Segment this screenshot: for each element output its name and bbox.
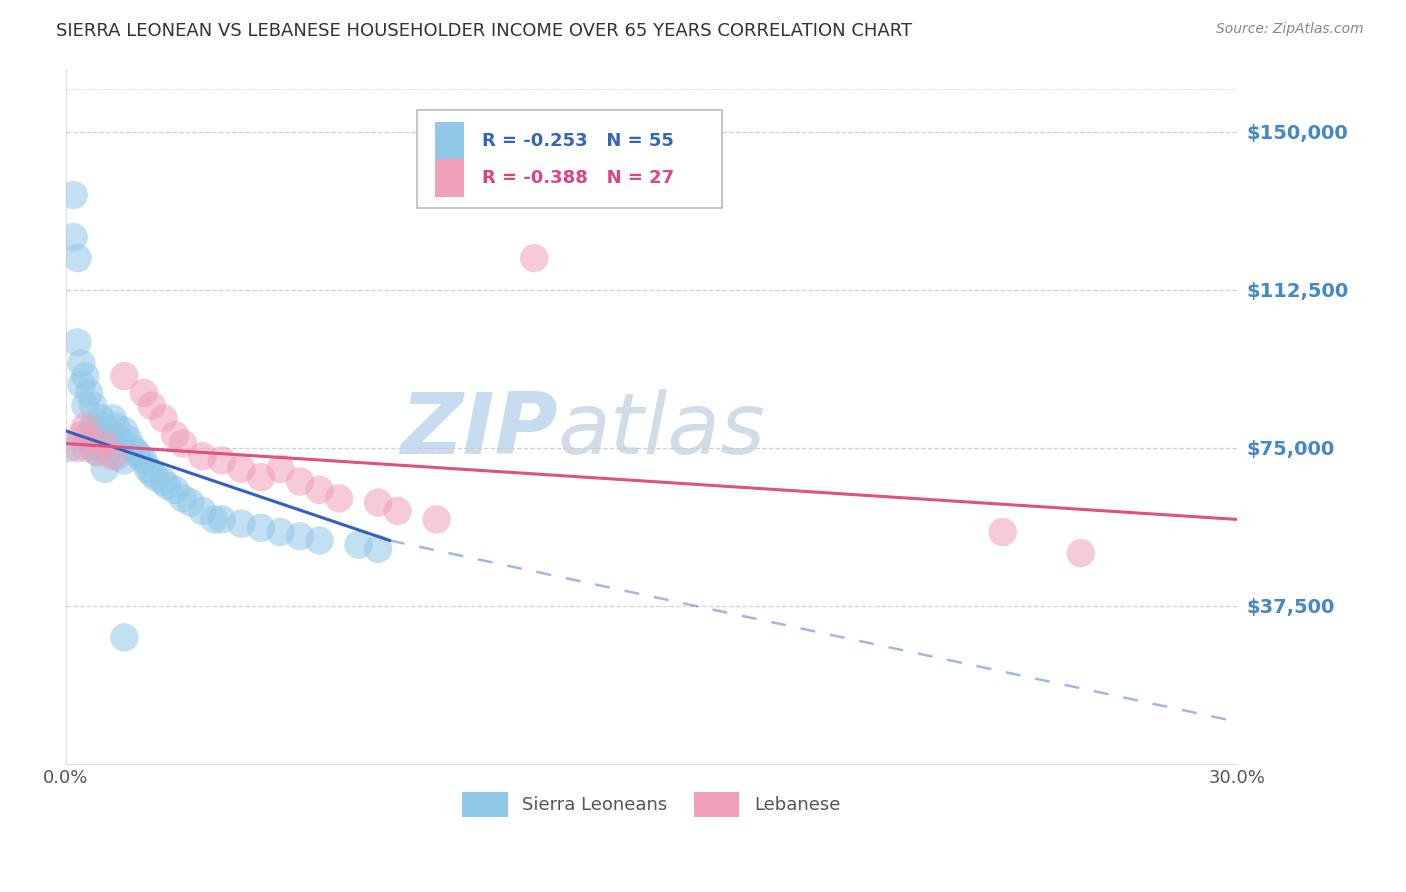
- Point: [75, 419, 97, 434]
- Point: [94, 436, 117, 450]
- Point: [101, 411, 124, 425]
- Legend: Sierra Leoneans, Lebanese: Sierra Leoneans, Lebanese: [456, 784, 848, 824]
- Point: [86, 424, 108, 438]
- Point: [66, 251, 89, 265]
- Point: [523, 251, 546, 265]
- Bar: [434, 122, 464, 161]
- Point: [132, 386, 155, 401]
- Point: [70, 357, 93, 371]
- Point: [66, 335, 89, 350]
- Point: [132, 453, 155, 467]
- Point: [112, 424, 135, 438]
- Point: [62, 230, 84, 244]
- Text: SIERRA LEONEAN VS LEBANESE HOUSEHOLDER INCOME OVER 65 YEARS CORRELATION CHART: SIERRA LEONEAN VS LEBANESE HOUSEHOLDER I…: [56, 22, 912, 40]
- Point: [367, 541, 389, 556]
- Point: [66, 441, 89, 455]
- Point: [426, 512, 449, 526]
- Point: [152, 411, 174, 425]
- Point: [991, 524, 1014, 539]
- Point: [70, 377, 93, 392]
- Point: [191, 504, 214, 518]
- Point: [180, 495, 202, 509]
- Point: [75, 399, 97, 413]
- Point: [59, 441, 82, 455]
- Point: [288, 529, 311, 543]
- Point: [112, 369, 135, 384]
- Point: [136, 462, 159, 476]
- Text: atlas: atlas: [558, 389, 766, 472]
- Point: [141, 466, 163, 480]
- Point: [231, 516, 253, 531]
- Point: [172, 491, 194, 506]
- Point: [211, 453, 233, 467]
- Point: [191, 449, 214, 463]
- Point: [117, 433, 139, 447]
- Point: [211, 512, 233, 526]
- Point: [97, 428, 120, 442]
- Point: [101, 449, 124, 463]
- Point: [82, 399, 104, 413]
- Point: [367, 495, 389, 509]
- Point: [172, 436, 194, 450]
- Point: [82, 419, 104, 434]
- Point: [112, 453, 135, 467]
- Point: [75, 441, 97, 455]
- Point: [94, 419, 117, 434]
- Point: [270, 462, 292, 476]
- Point: [86, 445, 108, 459]
- Text: ZIP: ZIP: [401, 389, 558, 472]
- FancyBboxPatch shape: [418, 111, 721, 208]
- Text: R = -0.253   N = 55: R = -0.253 N = 55: [481, 132, 673, 150]
- Point: [231, 462, 253, 476]
- Point: [112, 631, 135, 645]
- Point: [288, 475, 311, 489]
- Point: [202, 512, 225, 526]
- Point: [97, 445, 120, 459]
- Point: [94, 441, 117, 455]
- Point: [77, 386, 100, 401]
- Point: [86, 445, 108, 459]
- Point: [90, 411, 112, 425]
- Point: [77, 433, 100, 447]
- Point: [387, 504, 409, 518]
- Point: [75, 369, 97, 384]
- Point: [90, 436, 112, 450]
- Point: [308, 483, 330, 497]
- Point: [156, 479, 179, 493]
- Point: [94, 462, 117, 476]
- Point: [250, 470, 273, 484]
- Point: [105, 419, 128, 434]
- Point: [141, 399, 163, 413]
- Bar: [434, 159, 464, 197]
- Point: [105, 449, 128, 463]
- Point: [70, 428, 93, 442]
- Point: [101, 428, 124, 442]
- Point: [145, 470, 167, 484]
- Point: [165, 428, 187, 442]
- Text: Source: ZipAtlas.com: Source: ZipAtlas.com: [1216, 22, 1364, 37]
- Point: [152, 475, 174, 489]
- Point: [82, 441, 104, 455]
- Point: [328, 491, 350, 506]
- Point: [129, 449, 152, 463]
- Point: [250, 521, 273, 535]
- Point: [121, 441, 143, 455]
- Point: [125, 445, 148, 459]
- Point: [77, 428, 100, 442]
- Point: [62, 188, 84, 202]
- Point: [308, 533, 330, 548]
- Point: [347, 538, 370, 552]
- Point: [270, 524, 292, 539]
- Point: [165, 483, 187, 497]
- Text: R = -0.388   N = 27: R = -0.388 N = 27: [481, 169, 673, 187]
- Point: [1070, 546, 1092, 560]
- Point: [110, 436, 132, 450]
